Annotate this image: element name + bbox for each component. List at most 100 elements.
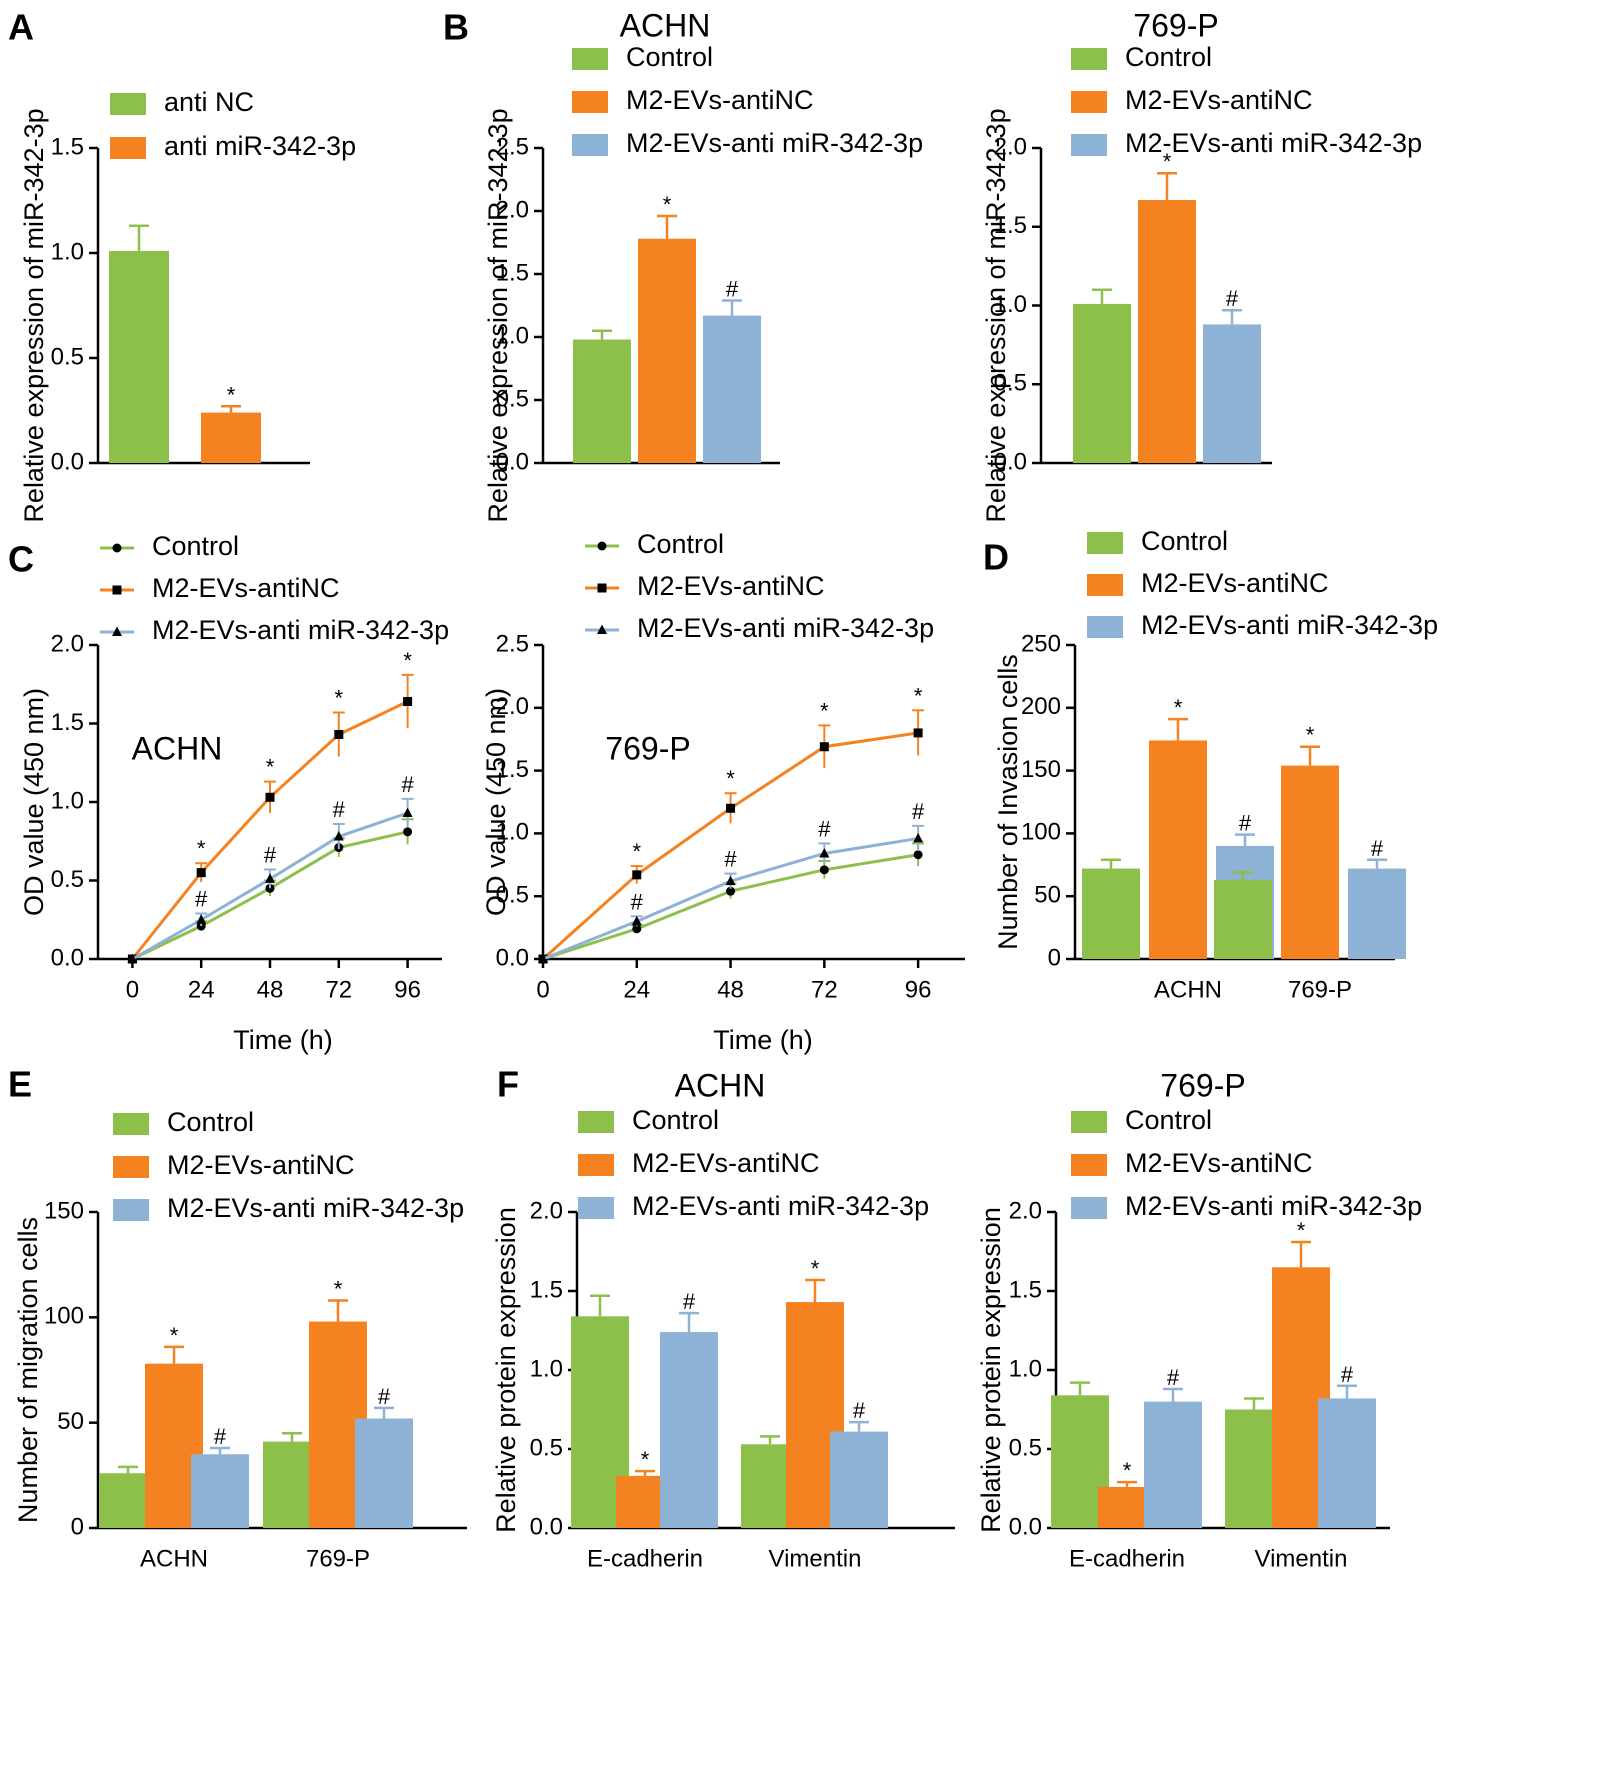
- bar: [1082, 868, 1140, 959]
- legend: Control M2-EVs-antiNC M2-EVs-anti miR-342-…: [585, 529, 934, 643]
- bar: [1073, 303, 1131, 463]
- legend-label: Control: [626, 42, 713, 72]
- y-tick-label: 0.5: [530, 1434, 563, 1461]
- x-tick-label: 769-P: [306, 1545, 370, 1572]
- x-tick-label: Vimentin: [1255, 1545, 1348, 1572]
- bar: [1203, 324, 1261, 463]
- significance-mark: #: [195, 886, 208, 911]
- significance-mark: *: [335, 686, 344, 711]
- legend-swatch: [1071, 1111, 1107, 1133]
- y-tick-label: 50: [1034, 882, 1061, 909]
- y-tick-label: 1.0: [496, 322, 529, 349]
- significance-mark: #: [912, 799, 925, 824]
- bar: [1318, 1398, 1376, 1528]
- legend: Control M2-EVs-antiNC M2-EVs-anti miR-342-…: [1071, 42, 1422, 158]
- significance-mark: #: [1167, 1365, 1180, 1390]
- legend-marker: [112, 626, 122, 636]
- legend-swatch: [1071, 91, 1107, 113]
- y-tick-label: 0.0: [994, 448, 1027, 475]
- significance-mark: #: [401, 772, 414, 797]
- significance-mark: *: [663, 192, 672, 217]
- legend-marker: [597, 583, 607, 593]
- significance-mark: #: [726, 276, 739, 301]
- x-tick-label: 24: [623, 976, 650, 1003]
- legend-swatch: [113, 1113, 149, 1135]
- y-tick-label: 1.5: [1009, 1276, 1042, 1303]
- significance-mark: *: [1297, 1218, 1306, 1243]
- bar: [1144, 1401, 1202, 1528]
- chart-F1: F ACHN 0.0 0.5 1.0 1.5 2.0 Relative protein exp…: [491, 1064, 955, 1572]
- x-tick-label: 0: [126, 976, 139, 1003]
- bar: [1149, 740, 1207, 959]
- significance-mark: *: [641, 1447, 650, 1472]
- y-tick-label: 100: [1021, 819, 1061, 846]
- y-tick-label: 0.5: [496, 882, 529, 909]
- y-tick-label: 0.5: [496, 385, 529, 412]
- y-tick-label: 150: [1021, 756, 1061, 783]
- data-point: [265, 792, 275, 802]
- inner-label: ACHN: [132, 730, 223, 766]
- panel-label: B: [443, 7, 469, 48]
- legend-label: Control: [1125, 42, 1212, 72]
- legend-marker: [597, 541, 607, 551]
- y-tick-label: 0.5: [994, 370, 1027, 397]
- y-tick-label: 0: [1048, 944, 1061, 971]
- legend-swatch: [572, 91, 608, 113]
- panel-label: E: [8, 1064, 32, 1105]
- x-tick-label: E-cadherin: [1069, 1545, 1185, 1572]
- legend-swatch: [113, 1156, 149, 1178]
- y-tick-label: 1.0: [51, 787, 84, 814]
- panel-label: D: [983, 537, 1009, 578]
- y-axis-label: Relative protein expression: [976, 1207, 1006, 1533]
- y-tick-label: 2.0: [496, 196, 529, 223]
- significance-mark: #: [1371, 836, 1384, 861]
- significance-mark: *: [820, 698, 829, 723]
- data-point: [913, 832, 924, 843]
- legend-swatch: [1087, 532, 1123, 554]
- x-tick-label: 72: [325, 976, 352, 1003]
- legend-label: M2-EVs-antiNC: [167, 1150, 355, 1180]
- x-tick-label: Vimentin: [769, 1545, 862, 1572]
- y-tick-label: 0.0: [530, 1513, 563, 1540]
- legend: Control M2-EVs-antiNC M2-EVs-anti miR-342-…: [100, 531, 449, 645]
- legend: anti NC anti miR-342-3p: [110, 87, 356, 161]
- y-tick-label: 0.5: [51, 866, 84, 893]
- legend-label: Control: [152, 531, 239, 561]
- significance-mark: #: [724, 847, 737, 872]
- bar: [1348, 868, 1406, 959]
- y-tick-label: 1.0: [1009, 1355, 1042, 1382]
- legend-swatch: [1071, 134, 1107, 156]
- bar: [830, 1431, 888, 1528]
- legend-label: M2-EVs-antiNC: [1141, 568, 1329, 598]
- data-point: [819, 865, 829, 875]
- significance-mark: *: [403, 648, 412, 673]
- y-tick-label: 0: [71, 1513, 84, 1540]
- legend-marker: [597, 624, 607, 634]
- y-tick-label: 0.0: [496, 944, 529, 971]
- significance-mark: *: [1306, 723, 1315, 748]
- legend-swatch: [110, 93, 146, 115]
- significance-mark: *: [1163, 149, 1172, 174]
- y-tick-label: 1.0: [530, 1355, 563, 1382]
- data-point: [265, 873, 275, 883]
- legend: Control M2-EVs-antiNC M2-EVs-anti miR-342-…: [578, 1105, 929, 1221]
- y-axis-label: Relative protein expression: [491, 1207, 521, 1533]
- x-tick-label: ACHN: [140, 1545, 208, 1572]
- data-point: [333, 831, 344, 841]
- legend-marker: [112, 585, 122, 595]
- legend-label: Control: [167, 1107, 254, 1137]
- significance-mark: #: [683, 1289, 696, 1314]
- chart-C2: 0.0 0.5 1.0 1.5 2.0 2.5 OD value (450 nm) Contr…: [481, 529, 965, 1055]
- data-point: [403, 827, 413, 837]
- data-point: [819, 742, 829, 752]
- y-tick-label: 2.0: [994, 133, 1027, 160]
- bar: [573, 339, 631, 463]
- data-point: [632, 870, 642, 880]
- bar: [1138, 199, 1196, 463]
- y-axis-label: OD value (450 nm): [19, 688, 49, 916]
- legend-swatch: [572, 48, 608, 70]
- significance-mark: *: [1174, 695, 1183, 720]
